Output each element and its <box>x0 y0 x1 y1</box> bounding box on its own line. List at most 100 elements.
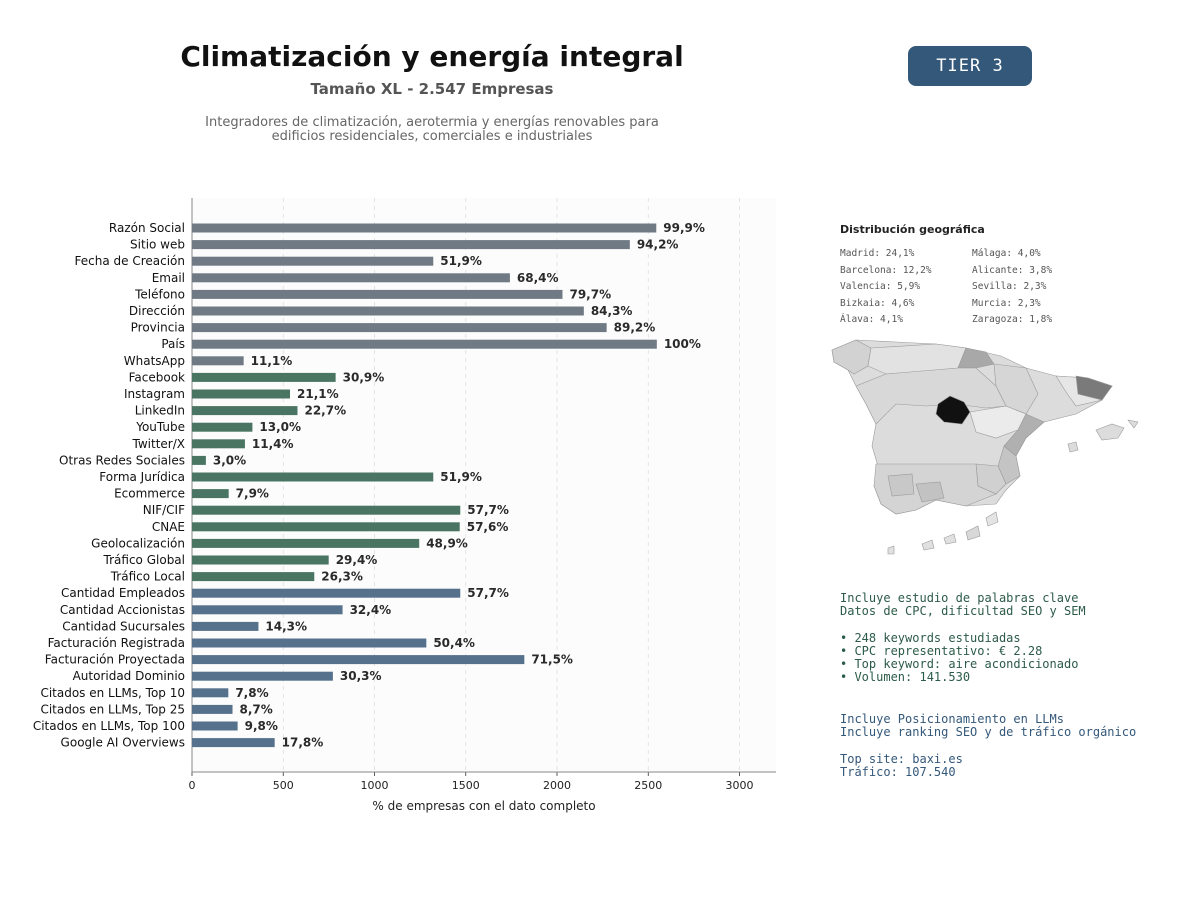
bar <box>192 406 298 416</box>
geo-item: Álava: 4,1% <box>840 314 903 325</box>
geo-list-right: Málaga: 4,0% Alicante: 3,8% Sevilla: 2,3… <box>972 246 1052 329</box>
data-label: 7,9% <box>236 487 269 501</box>
category-label: Fecha de Creación <box>75 254 185 268</box>
keywords-line-2: Datos de CPC, dificultad SEO y SEM <box>840 604 1086 619</box>
data-label: 71,5% <box>531 653 573 667</box>
category-label: Autoridad Dominio <box>73 669 185 683</box>
geo-item: Valencia: 5,9% <box>840 281 921 292</box>
x-tick-label: 3000 <box>726 779 754 792</box>
keywords-line-1: Incluye estudio de palabras clave <box>840 591 1079 605</box>
category-label: Forma Jurídica <box>99 470 185 484</box>
keywords-bullet: • Volumen: 141.530 <box>840 670 971 685</box>
bar <box>192 455 206 465</box>
category-label: LinkedIn <box>135 404 185 418</box>
x-tick-label: 1000 <box>361 779 389 792</box>
category-label: Email <box>152 271 185 285</box>
page-subtitle: Tamaño XL - 2.547 Empresas <box>310 80 554 98</box>
data-label: 50,4% <box>433 636 475 650</box>
category-label: Google AI Overviews <box>61 736 185 750</box>
bar <box>192 688 229 698</box>
bar-chart: 0 500 1000 1500 2000 2500 3000 % de empresas co… <box>33 198 776 813</box>
region-malaga <box>915 481 945 503</box>
x-tick-label: 2500 <box>634 779 662 792</box>
data-label: 94,2% <box>637 238 679 252</box>
x-tick-label: 2000 <box>543 779 571 792</box>
bar <box>192 655 525 665</box>
bar <box>192 555 329 565</box>
data-label: 14,3% <box>265 619 307 633</box>
data-label: 57,7% <box>467 503 509 517</box>
bar <box>192 605 343 615</box>
data-label: 68,4% <box>517 271 559 285</box>
category-label: País <box>161 337 185 351</box>
category-label: Tráfico Local <box>110 570 185 584</box>
bar <box>192 289 563 299</box>
category-label: Citados en LLMs, Top 10 <box>40 686 185 700</box>
canary-island-2 <box>943 533 957 545</box>
category-label: Teléfono <box>134 287 185 301</box>
geo-title: Distribución geográfica <box>840 223 985 236</box>
description-line-1: Integradores de climatización, aerotermi… <box>205 115 659 130</box>
bar <box>192 588 461 598</box>
data-label: 17,8% <box>282 736 324 750</box>
geo-item: Zaragoza: 1,8% <box>972 314 1053 325</box>
description-line-2: edificios residenciales, comerciales e i… <box>271 129 593 144</box>
bar <box>192 439 245 449</box>
geo-item: Murcia: 2,3% <box>972 297 1041 309</box>
data-label: 30,9% <box>343 370 385 384</box>
geo-item: Sevilla: 2,3% <box>972 281 1047 292</box>
category-label: Citados en LLMs, Top 25 <box>40 702 185 716</box>
category-label: Otras Redes Sociales <box>59 453 185 467</box>
category-label: Provincia <box>131 321 185 335</box>
category-label: WhatsApp <box>124 354 185 368</box>
data-label: 7,8% <box>235 686 268 700</box>
data-label: 84,3% <box>591 304 633 318</box>
x-axis-label: % de empresas con el dato completo <box>372 799 595 813</box>
x-tick-label: 0 <box>189 779 196 792</box>
bar <box>192 356 244 366</box>
canary-island-5 <box>887 545 895 555</box>
data-label: 21,1% <box>297 387 339 401</box>
bar <box>192 522 460 532</box>
category-label: YouTube <box>135 420 185 434</box>
bar <box>192 273 510 283</box>
keywords-bullet: • Top keyword: aire acondicionado <box>840 657 1079 672</box>
data-label: 11,4% <box>252 437 294 451</box>
geo-item: Bizkaia: 4,6% <box>840 297 915 309</box>
x-tick-label: 500 <box>273 779 294 792</box>
bar <box>192 671 333 681</box>
category-label: Cantidad Sucursales <box>62 619 185 633</box>
data-label: 89,2% <box>614 321 656 335</box>
bar <box>192 738 275 748</box>
data-label: 48,9% <box>426 536 468 550</box>
bar <box>192 572 315 582</box>
category-label: Facebook <box>129 370 185 384</box>
spacer <box>840 740 1136 753</box>
category-label: Twitter/X <box>132 437 185 451</box>
data-label: 32,4% <box>350 603 392 617</box>
region-northwest <box>831 339 872 375</box>
bar <box>192 638 427 648</box>
balearic-mallorca <box>1095 423 1125 441</box>
category-label: Cantidad Accionistas <box>60 603 185 617</box>
bar <box>192 538 420 548</box>
category-label: Geolocalización <box>91 536 185 550</box>
geo-list-left: Madrid: 24,1% Barcelona: 12,2% Valencia:… <box>840 246 932 329</box>
data-label: 51,9% <box>440 254 482 268</box>
category-label: Citados en LLMs, Top 100 <box>33 719 185 733</box>
data-label: 11,1% <box>251 354 293 368</box>
data-label: 99,9% <box>663 221 705 235</box>
data-label: 8,7% <box>240 702 273 716</box>
region-basque <box>957 347 995 369</box>
data-label: 57,7% <box>467 586 509 600</box>
bar <box>192 422 253 432</box>
bar <box>192 323 607 333</box>
category-label: Facturación Registrada <box>48 636 185 650</box>
bar <box>192 306 584 316</box>
bar <box>192 339 657 349</box>
data-label: 26,3% <box>321 570 363 584</box>
spain-map <box>831 339 1139 555</box>
canary-island-3 <box>965 525 981 541</box>
category-label: Facturación Proyectada <box>45 653 185 667</box>
category-label: NIF/CIF <box>143 503 185 517</box>
